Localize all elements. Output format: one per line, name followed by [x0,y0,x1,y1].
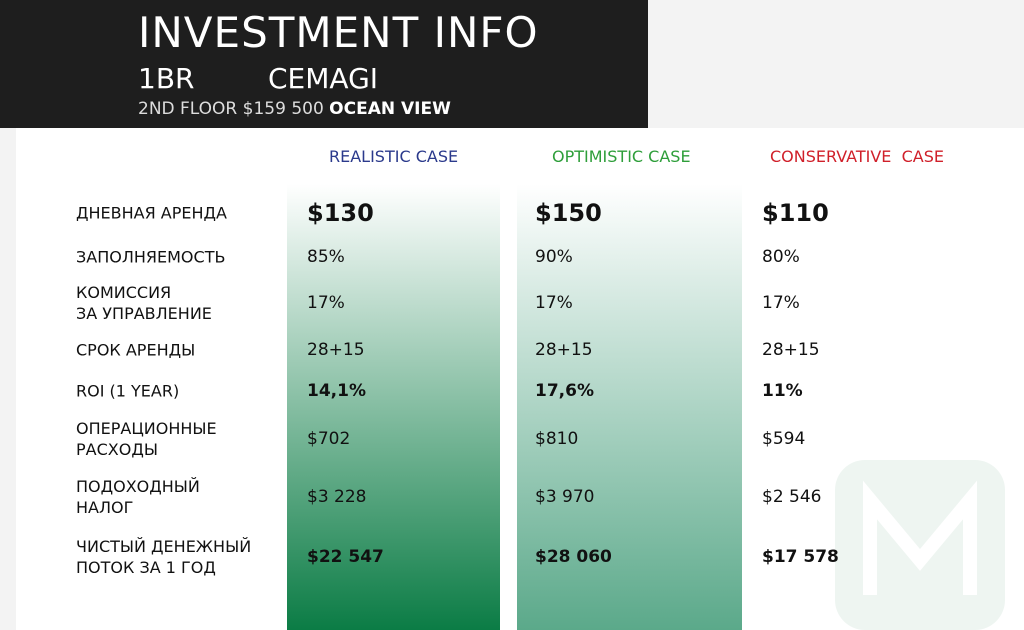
cell-value: 28+15 [762,340,820,360]
cell-value: 14,1% [307,381,366,401]
row-label: ДНЕВНАЯ АРЕНДА [76,203,227,223]
cell-value: $130 [307,199,374,227]
row-label: ЧИСТЫЙ ДЕНЕЖНЫЙ ПОТОК ЗА 1 ГОД [76,537,252,577]
details-text: 2ND FLOOR $159 500 [138,99,324,119]
row-label: КОМИССИЯ ЗА УПРАВЛЕНИЕ [76,283,212,323]
cell-value: 28+15 [535,340,593,360]
cell-value: 90% [535,247,573,267]
cell-value: $702 [307,429,351,449]
cell-value: $3 228 [307,487,367,507]
cell-value: 80% [762,247,800,267]
watermark [835,460,1005,630]
cell-value: $2 546 [762,487,822,507]
cell-value: $17 578 [762,547,839,567]
cell-value: $594 [762,429,806,449]
cell-value: $28 060 [535,547,612,567]
optimistic-column-bg [517,184,742,630]
cell-value: 28+15 [307,340,365,360]
column-header: OPTIMISTIC CASE [552,147,691,166]
unit: 1BR [138,62,195,95]
row-label: ЗАПОЛНЯЕМОСТЬ [76,247,226,267]
row-label: СРОК АРЕНДЫ [76,340,196,360]
view: OCEAN VIEW [329,99,451,119]
realistic-column-bg [287,184,500,630]
cell-value: 17% [535,293,573,313]
row-label: ROI (1 YEAR) [76,381,180,401]
cell-value: 17% [307,293,345,313]
cell-value: $3 970 [535,487,595,507]
cell-value: 85% [307,247,345,267]
cell-value: 17,6% [535,381,594,401]
details: 2ND FLOOR $159 500 OCEAN VIEW [138,99,451,119]
cell-value: 11% [762,381,803,401]
cell-value: 17% [762,293,800,313]
column-header: CONSERVATIVE CASE [770,147,944,166]
header: INVESTMENT INFO 1BR CEMAGI 2ND FLOOR $15… [0,0,648,128]
cell-value: $150 [535,199,602,227]
cell-value: $810 [535,429,579,449]
project: CEMAGI [268,62,379,95]
row-label: ОПЕРАЦИОННЫЕ РАСХОДЫ [76,419,217,459]
column-header: REALISTIC CASE [329,147,459,166]
cell-value: $22 547 [307,547,384,567]
row-label: ПОДОХОДНЫЙ НАЛОГ [76,477,200,517]
cell-value: $110 [762,199,829,227]
title: INVESTMENT INFO [138,8,539,57]
